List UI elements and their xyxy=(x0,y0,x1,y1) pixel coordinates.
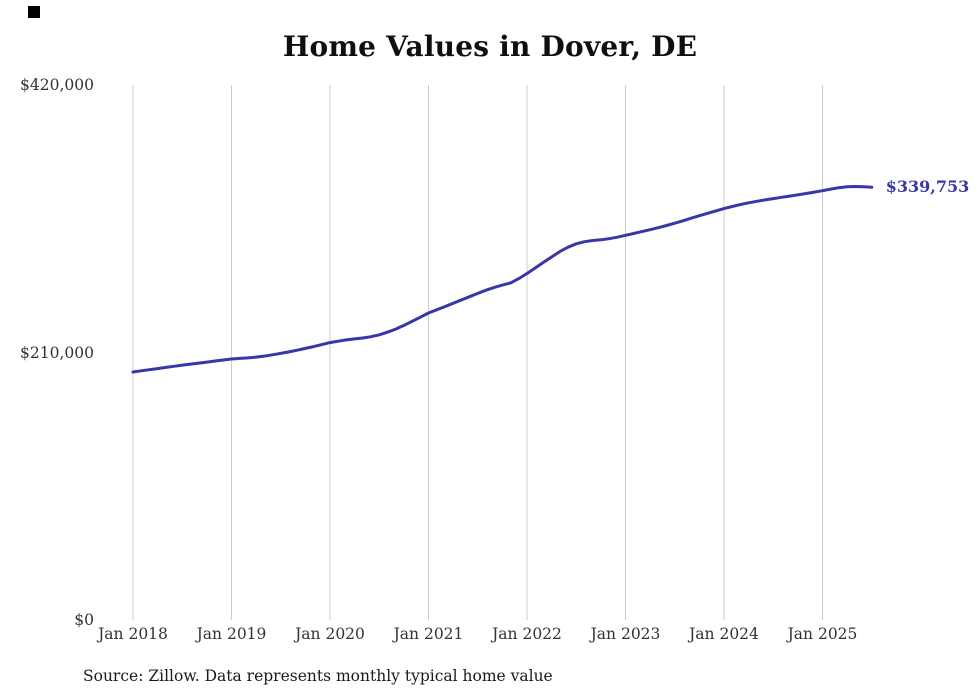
x-axis-tick-label: Jan 2022 xyxy=(492,625,562,643)
final-value-label: $339,753 xyxy=(885,177,970,197)
source-note: Source: Zillow. Data represents monthly … xyxy=(83,667,553,685)
x-axis-tick-label: Jan 2018 xyxy=(98,625,168,643)
x-axis-tick-label: Jan 2019 xyxy=(196,625,267,643)
x-axis-tick-label: Jan 2025 xyxy=(787,625,858,643)
top-left-marker xyxy=(28,6,40,18)
y-axis-tick-label: $420,000 xyxy=(20,76,94,94)
x-axis-tick-label: Jan 2024 xyxy=(689,625,759,643)
home-value-line xyxy=(131,185,874,374)
x-axis-tick-label: Jan 2021 xyxy=(393,625,464,643)
y-axis-tick-label: $210,000 xyxy=(20,343,94,362)
chart-title: Home Values in Dover, DE xyxy=(282,30,698,63)
y-axis-tick-label: $0 xyxy=(74,611,94,629)
gridlines-group xyxy=(132,85,823,620)
x-axis-tick-label: Jan 2020 xyxy=(295,625,365,643)
x-axis-tick-label: Jan 2023 xyxy=(590,625,661,643)
